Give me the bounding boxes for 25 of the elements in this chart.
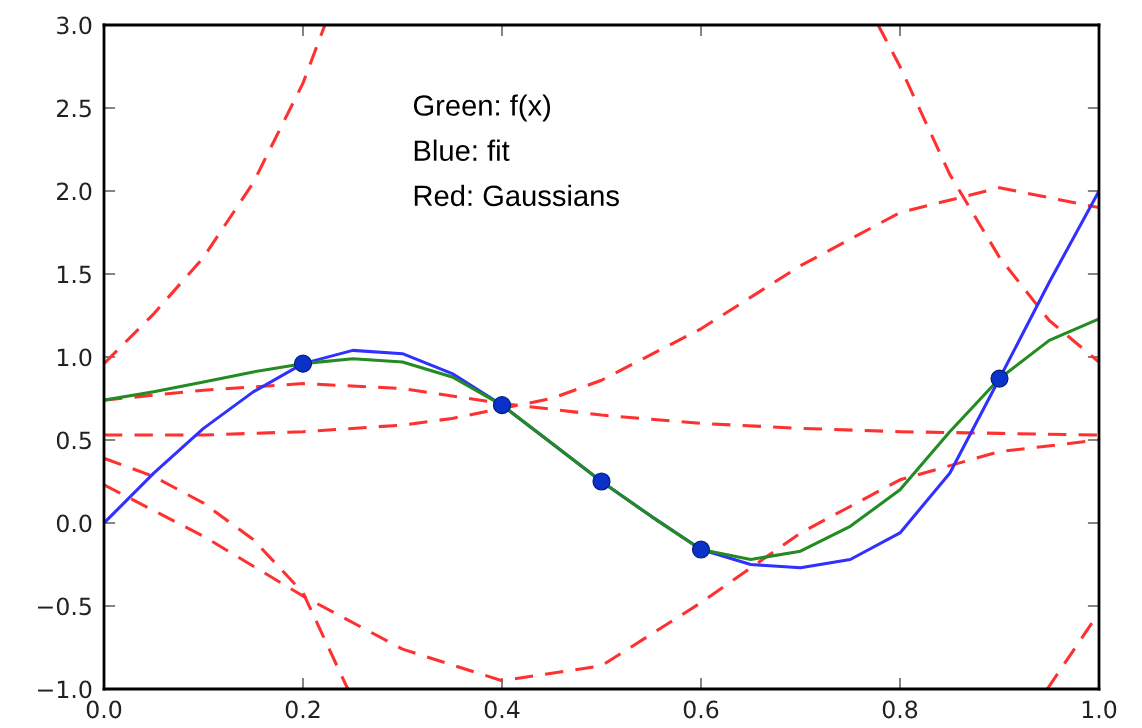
annotation: Green: f(x) (413, 94, 551, 122)
annotation: Red: Gaussians (414, 184, 619, 207)
y-tick-label: −1.0 (38, 680, 92, 699)
point (293, 354, 313, 373)
y-tick-label: 3.0 (57, 16, 92, 35)
x-tick-label: 0.4 (484, 700, 520, 719)
point (691, 540, 711, 559)
y-tick-label: 1.5 (57, 265, 91, 284)
x-tick-label: 1.0 (1082, 700, 1117, 719)
y-tick-label: 0.0 (56, 514, 92, 533)
y-tick-label: 1.0 (57, 348, 92, 367)
y-tick-label: −0.5 (38, 597, 91, 616)
x-tick-label: 0.6 (683, 700, 719, 719)
y-tick-label: 2.0 (57, 182, 92, 201)
x-tick-label: 0.2 (285, 700, 320, 719)
line-series (876, 25, 1099, 364)
x-tick-label: 0.8 (882, 700, 918, 719)
point (492, 396, 512, 415)
y-tick-label: 2.5 (57, 99, 91, 118)
point (990, 369, 1009, 388)
line-series (104, 25, 327, 366)
point (592, 472, 611, 491)
y-tick-label: 0.5 (56, 431, 91, 450)
annotation: Blue: fit (414, 139, 510, 161)
x-tick-label: 0.0 (86, 700, 122, 719)
